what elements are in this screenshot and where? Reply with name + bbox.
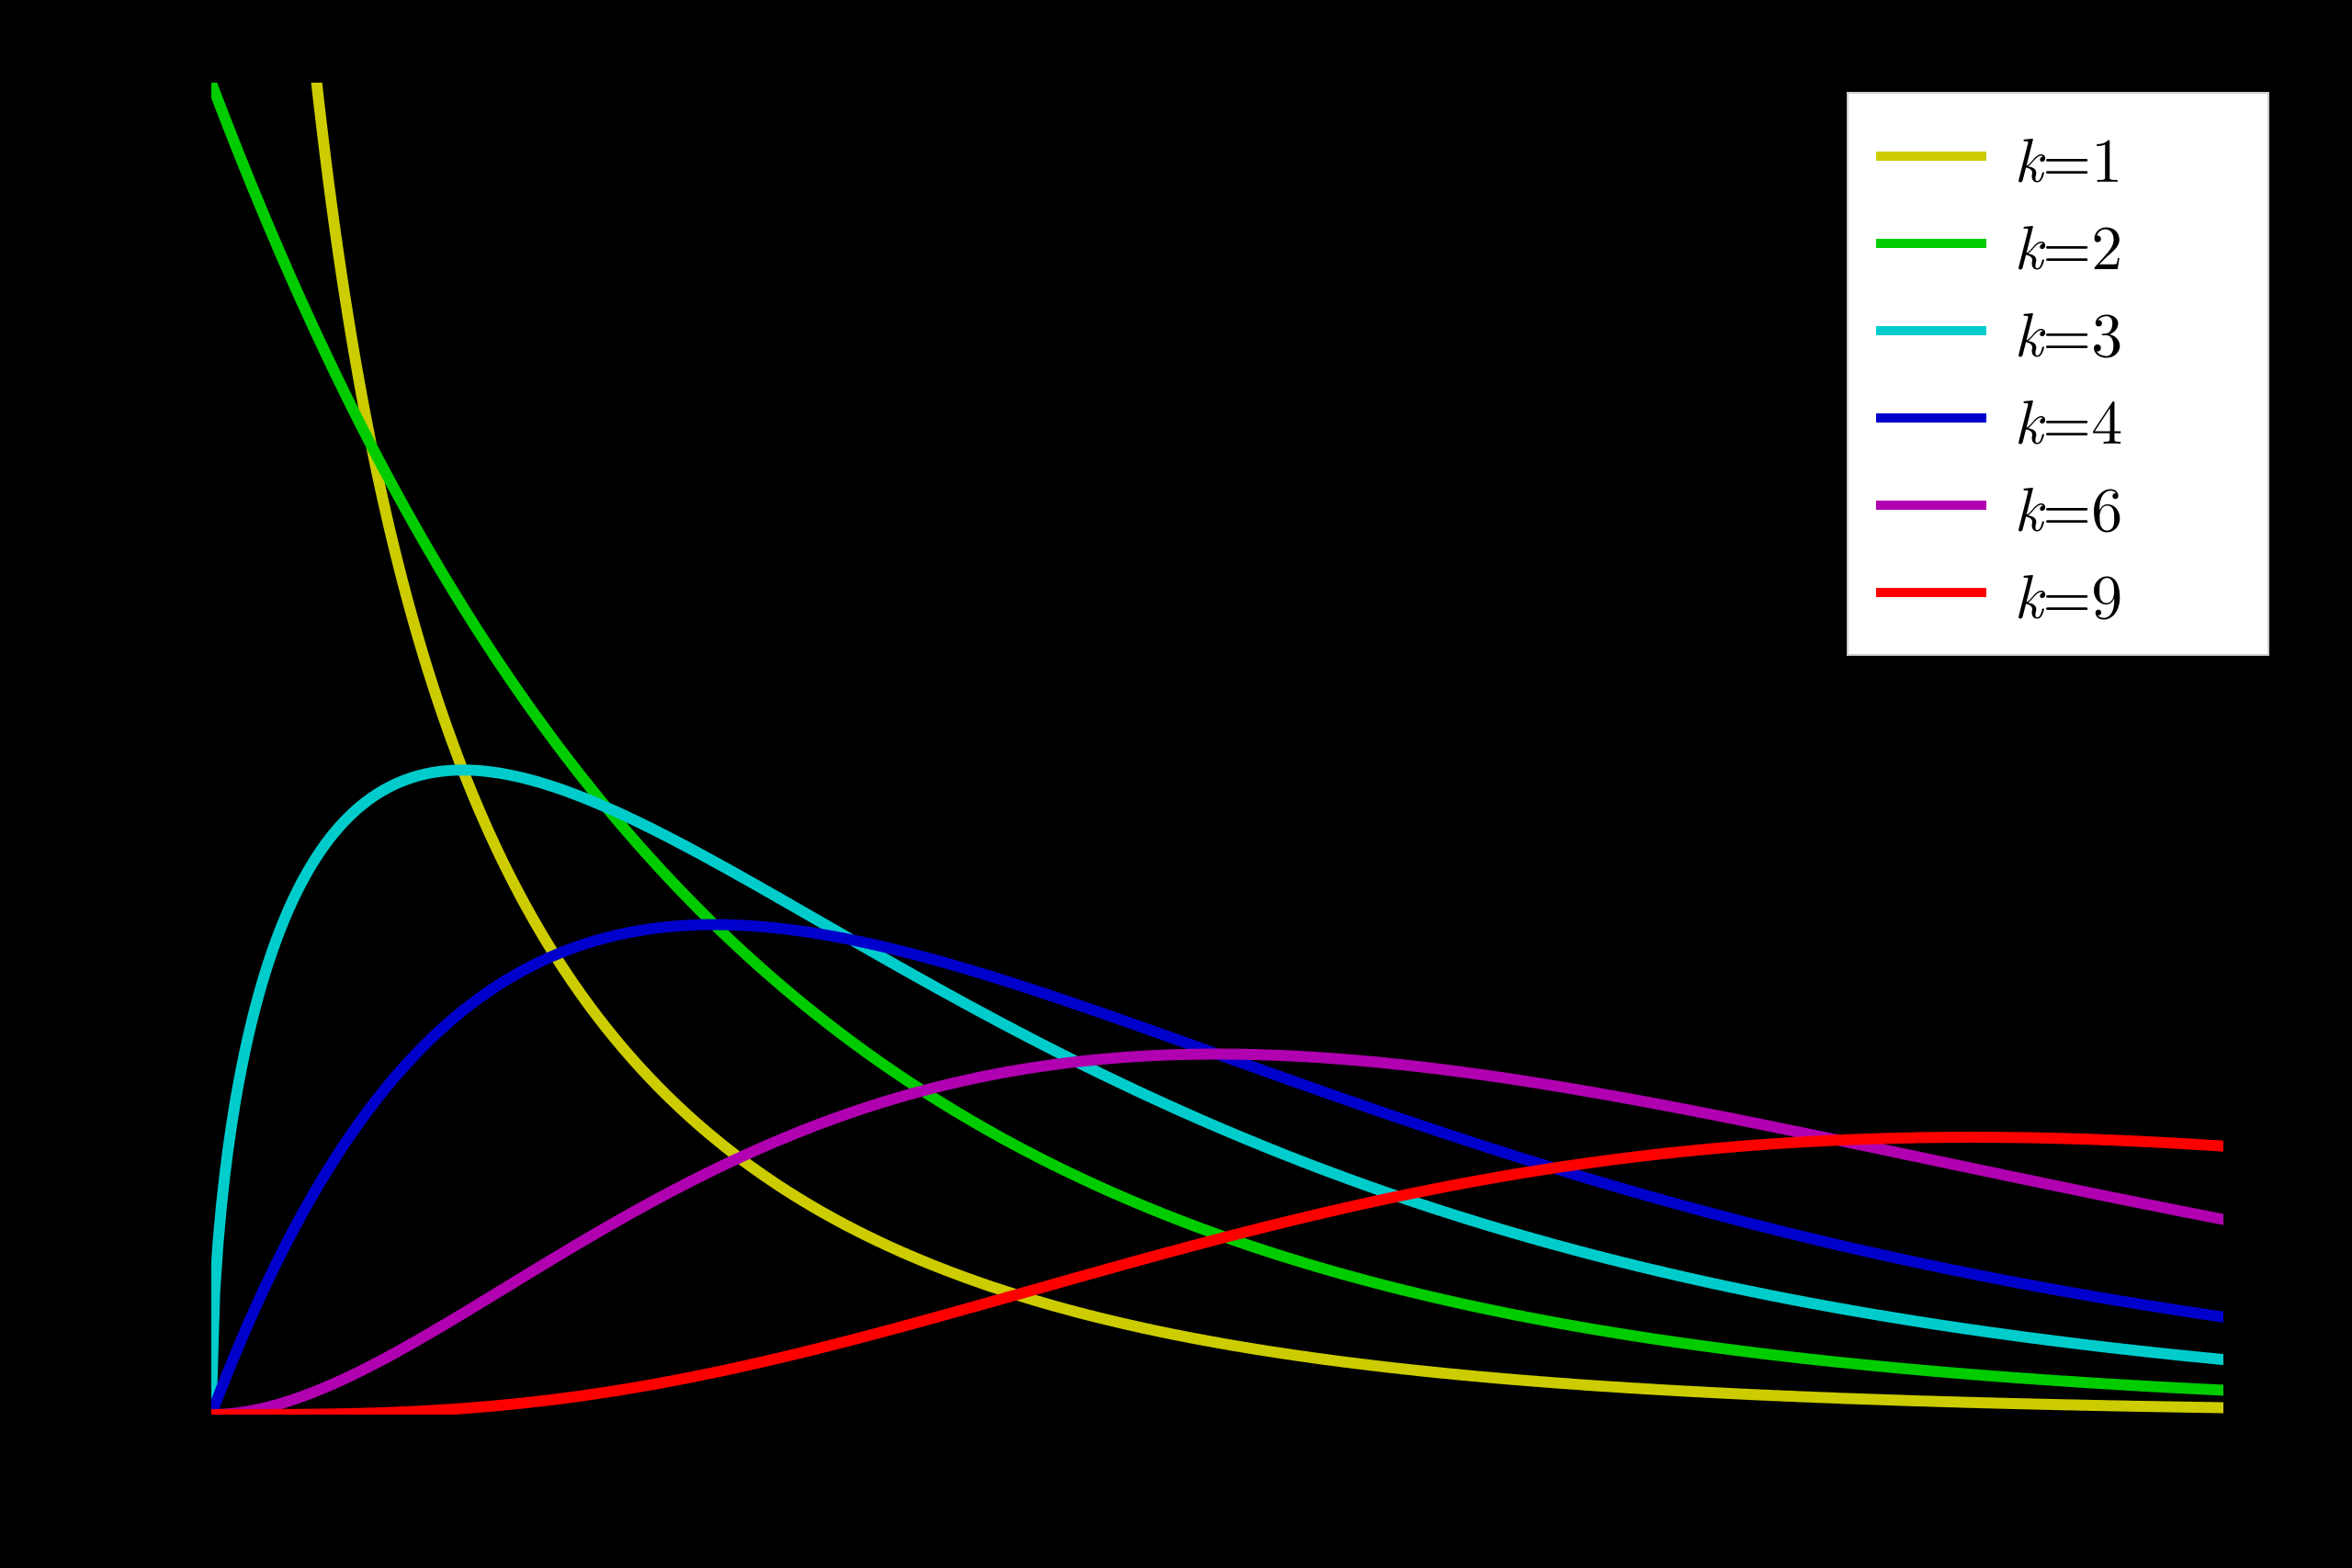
legend-box: k=1k=2k=3k=4k=6k=9 — [1847, 92, 2269, 656]
legend-label-val: 9 — [2091, 547, 2122, 637]
legend-label-val: 2 — [2091, 198, 2122, 288]
legend-label-val: 6 — [2091, 460, 2122, 549]
legend-swatch-k2 — [1876, 239, 1986, 248]
legend-label-val: 4 — [2091, 373, 2122, 462]
legend-row-k4: k=4 — [1876, 374, 2240, 461]
legend-row-k6: k=6 — [1876, 461, 2240, 548]
legend-row-k3: k=3 — [1876, 287, 2240, 374]
legend-label-k2: k=2 — [2014, 198, 2122, 288]
legend-label-var: k — [2014, 547, 2042, 637]
legend-label-eq: = — [2042, 373, 2091, 462]
legend-swatch-k9 — [1876, 588, 1986, 597]
legend-label-k9: k=9 — [2014, 547, 2122, 637]
legend-label-eq: = — [2042, 460, 2091, 549]
legend-label-eq: = — [2042, 198, 2091, 288]
legend-swatch-k1 — [1876, 152, 1986, 161]
legend-label-var: k — [2014, 198, 2042, 288]
legend-label-eq: = — [2042, 286, 2091, 375]
legend-row-k2: k=2 — [1876, 199, 2240, 287]
legend-label-var: k — [2014, 460, 2042, 549]
legend-swatch-k6 — [1876, 501, 1986, 510]
legend-swatch-k3 — [1876, 326, 1986, 335]
legend-row-k1: k=1 — [1876, 112, 2240, 199]
legend-label-val: 1 — [2091, 111, 2122, 200]
legend-label-var: k — [2014, 111, 2042, 200]
legend-row-k9: k=9 — [1876, 548, 2240, 636]
legend-label-eq: = — [2042, 547, 2091, 637]
legend-label-k6: k=6 — [2014, 460, 2122, 549]
legend-label-var: k — [2014, 286, 2042, 375]
legend-label-eq: = — [2042, 111, 2091, 200]
series-line-k3 — [211, 770, 2223, 1404]
chart-container: k=1k=2k=3k=4k=6k=9 — [0, 0, 2352, 1568]
legend-label-k4: k=4 — [2014, 373, 2122, 462]
legend-label-k1: k=1 — [2014, 111, 2122, 200]
legend-label-var: k — [2014, 373, 2042, 462]
legend-label-k3: k=3 — [2014, 286, 2122, 375]
legend-label-val: 3 — [2091, 286, 2122, 375]
legend-swatch-k4 — [1876, 413, 1986, 423]
